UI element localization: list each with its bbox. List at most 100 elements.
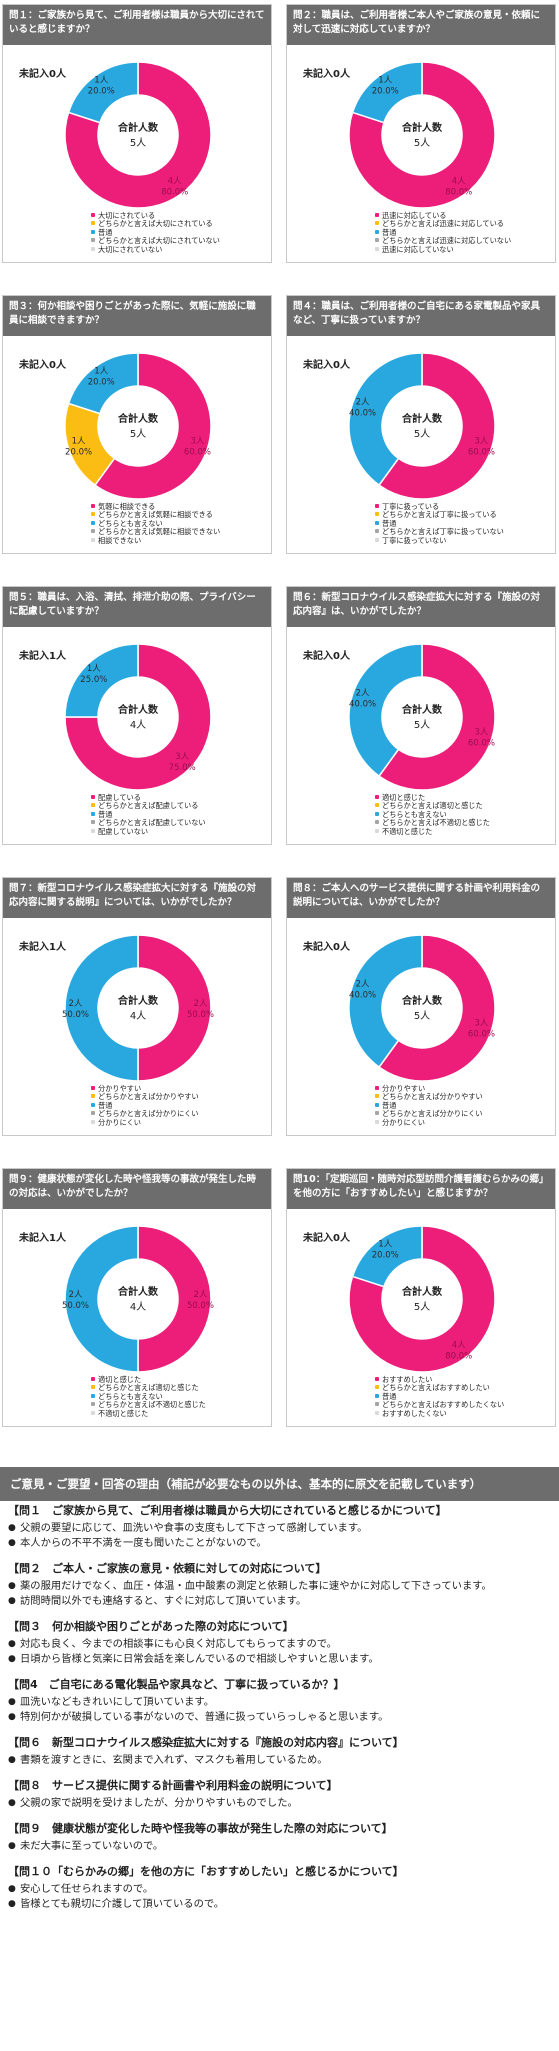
segment-percent-label: 60.0% (184, 447, 211, 457)
donut-segment (348, 352, 423, 487)
legend-label: 分かりにくい (382, 1117, 425, 1127)
legend-entry: どちらかと言えば配慮している (91, 802, 206, 810)
chart-legend: 適切と感じた どちらかと言えば適切と感じた どちらとも言えない どちらかと言えば不適切… (375, 793, 490, 836)
legend-marker (375, 213, 379, 217)
question-title: 問８：ご本人へのサービス提供に関する計画や利用料金の説明については、いかがでした… (287, 878, 555, 918)
legend-marker (375, 795, 379, 799)
legend-marker (375, 221, 379, 226)
legend-entry: 普通 (91, 227, 220, 237)
total-label: 合計人数 (401, 1285, 443, 1298)
total-label: 合計人数 (401, 121, 443, 134)
legend-marker (375, 529, 379, 534)
legend-marker (375, 1102, 379, 1107)
legend-label: 大切にされている (98, 211, 156, 220)
legend-entry: 不適切と感じた (375, 827, 490, 836)
legend-label: 配慮している (98, 793, 141, 802)
legend-entry: どちらかと言えば不適切と感じた (91, 1401, 206, 1409)
legend-label: どちらかと言えば配慮している (98, 801, 199, 811)
legend-label: 適切と感じた (382, 793, 426, 802)
segment-count-label: 3人 (190, 436, 204, 446)
question-title: 問４：職員は、ご利用者様のご自宅にある家電製品や家具など、丁寧に扱っていますか？ (287, 296, 555, 336)
legend-entry: 迅速に対応している (375, 211, 511, 220)
legend-label: どちらかと言えばおすすめしたい (382, 1383, 490, 1393)
legend-label: どちらかと言えば迅速に対応している (382, 219, 504, 229)
segment-percent-label: 50.0% (187, 1301, 214, 1311)
segment-percent-label: 20.0% (372, 86, 399, 96)
comment-item: 書類を渡すときに、玄関まで入れず、マスクも着用しているため。 (8, 1753, 553, 1768)
total-value: 5人 (414, 1301, 430, 1313)
chart-legend: 分かりやすい どちらかと言えば分かりやすい 普通 どちらかと言えば分かりにくい 分かりに… (375, 1084, 483, 1127)
legend-marker (91, 1385, 95, 1390)
legend-marker (375, 537, 379, 542)
donut-segment (348, 934, 423, 1069)
segment-count-label: 3人 (175, 752, 189, 762)
legend-entry: どちらかと言えば不適切と感じた (375, 819, 490, 827)
legend-label: どちらかと言えば分かりにくい (382, 1109, 483, 1119)
segment-percent-label: 60.0% (468, 447, 495, 457)
legend-label: 適切と感じた (98, 1375, 142, 1384)
comment-heading: 【問１ ご家族から見て、ご利用者様は職員から大切にされていると感じるかについて】 (8, 1504, 447, 1517)
segment-percent-label: 20.0% (372, 1250, 399, 1260)
segment-count-label: 2人 (194, 999, 208, 1009)
segment-percent-label: 50.0% (62, 1301, 89, 1311)
segment-percent-label: 60.0% (468, 1029, 495, 1039)
legend-label: 配慮していない (98, 826, 149, 836)
segment-percent-label: 75.0% (169, 763, 196, 773)
legend-entry: 普通 (375, 519, 504, 528)
legend-label: 不適切と感じた (98, 1408, 149, 1418)
segment-count-label: 3人 (474, 1018, 488, 1028)
legend-label: どちらかと言えば気軽に相談できない (98, 527, 221, 537)
question-panel-2: 問２：職員は、ご利用者様ご本人やご家族の意見・依頼に対して迅速に対応していますか… (286, 4, 556, 263)
segment-count-label: 1人 (378, 75, 392, 85)
legend-entry: 普通 (91, 1101, 199, 1110)
comment-section: 【問３ 何か相談や困りごとがあった際の対応について】対応も良く、今までの相談事に… (8, 1619, 553, 1667)
unanswered-count: 未記入1人 (19, 1233, 66, 1244)
comment-heading: 【問１０「むらかみの郷」を他の方に「おすすめしたい」と感じるかについて】 (8, 1865, 404, 1878)
question-panel-10: 問10：「定期巡回・随時対応型訪問介護看護むらかみの郷」を他の方に「おすすめした… (286, 1168, 556, 1427)
total-label: 合計人数 (117, 703, 159, 716)
legend-entry: どちらかと言えば丁寧に扱っている (375, 511, 504, 519)
comment-section: 【問4 ご自宅にある電化製品や家具など、丁寧に扱っているか？】皿洗いなどもきれい… (8, 1677, 553, 1725)
unanswered-count: 未記入0人 (303, 69, 350, 80)
chart-legend: 大切にされている どちらかと言えば大切にされている 普通 どちらかと言えば大切にされて… (91, 211, 220, 254)
legend-label: どちらかと言えば適切と感じた (382, 801, 483, 811)
legend-label: 普通 (382, 227, 397, 237)
legend-marker (375, 512, 379, 517)
legend-label: 丁寧に扱っている (382, 502, 440, 511)
comment-heading: 【問９ 健康状態が変化した時や怪我等の事故が発生した際の対応について】 (8, 1822, 393, 1835)
question-panel-6: 問６：新型コロナウイルス感染症拡大に対する『施設の対応内容』は、いかがでしたか？… (286, 586, 556, 845)
legend-label: どちらとも言えない (98, 1391, 163, 1401)
legend-label: 普通 (98, 227, 113, 237)
legend-marker (91, 238, 95, 243)
total-value: 5人 (414, 428, 430, 440)
question-panel-7: 問７：新型コロナウイルス感染症拡大に対する『施設の対応内容に関する説明』について… (2, 877, 272, 1136)
legend-entry: 配慮していない (91, 826, 206, 836)
chart-legend: おすすめしたい どちらかと言えばおすすめしたい 普通 どちらかと言えばおすすめしたくな… (375, 1375, 504, 1418)
segment-percent-label: 40.0% (349, 991, 376, 1001)
legend-marker (375, 820, 379, 825)
comment-item: 日頃から皆様と気楽に日常会話を楽しんでいるので相談しやすいと思います。 (8, 1652, 553, 1667)
legend-label: どちらとも言えない (382, 809, 447, 819)
legend-entry: どちらかと言えば迅速に対応している (375, 220, 511, 228)
legend-marker (91, 1402, 95, 1407)
legend-marker (91, 221, 95, 226)
comment-section: 【問９ 健康状態が変化した時や怪我等の事故が発生した際の対応について】未だ大事に… (8, 1821, 553, 1854)
legend-entry: 普通 (91, 810, 206, 819)
comment-heading: 【問３ 何か相談や困りごとがあった際の対応について】 (8, 1620, 294, 1633)
legend-entry: どちらかと言えば気軽に相談できる (91, 511, 220, 519)
legend-entry: 分かりにくい (375, 1117, 483, 1127)
legend-entry: 気軽に相談できる (91, 502, 220, 511)
legend-entry: おすすめしたい (375, 1375, 504, 1384)
segment-count-label: 2人 (194, 1290, 208, 1300)
legend-entry: どちらかと言えばおすすめしたい (375, 1384, 504, 1392)
segment-count-label: 2人 (356, 689, 370, 699)
legend-entry: どちらかと言えばおすすめしたくない (375, 1401, 504, 1409)
legend-label: どちらかと言えば適切と感じた (98, 1383, 199, 1393)
segment-percent-label: 25.0% (80, 675, 107, 685)
